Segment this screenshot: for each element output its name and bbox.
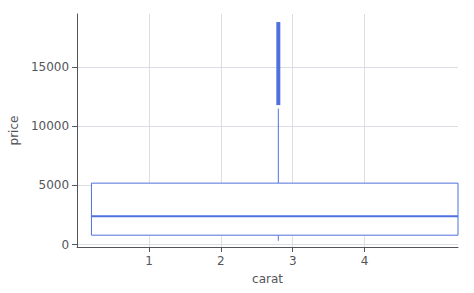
svg-text:price: price: [7, 116, 21, 146]
svg-text:10000: 10000: [31, 119, 69, 133]
svg-text:4: 4: [361, 254, 369, 268]
svg-text:5000: 5000: [39, 178, 70, 192]
svg-text:3: 3: [289, 254, 297, 268]
svg-text:0: 0: [61, 238, 69, 252]
svg-text:1: 1: [145, 254, 153, 268]
svg-text:15000: 15000: [31, 60, 69, 74]
svg-text:2: 2: [217, 254, 225, 268]
svg-text:carat: carat: [252, 272, 283, 286]
